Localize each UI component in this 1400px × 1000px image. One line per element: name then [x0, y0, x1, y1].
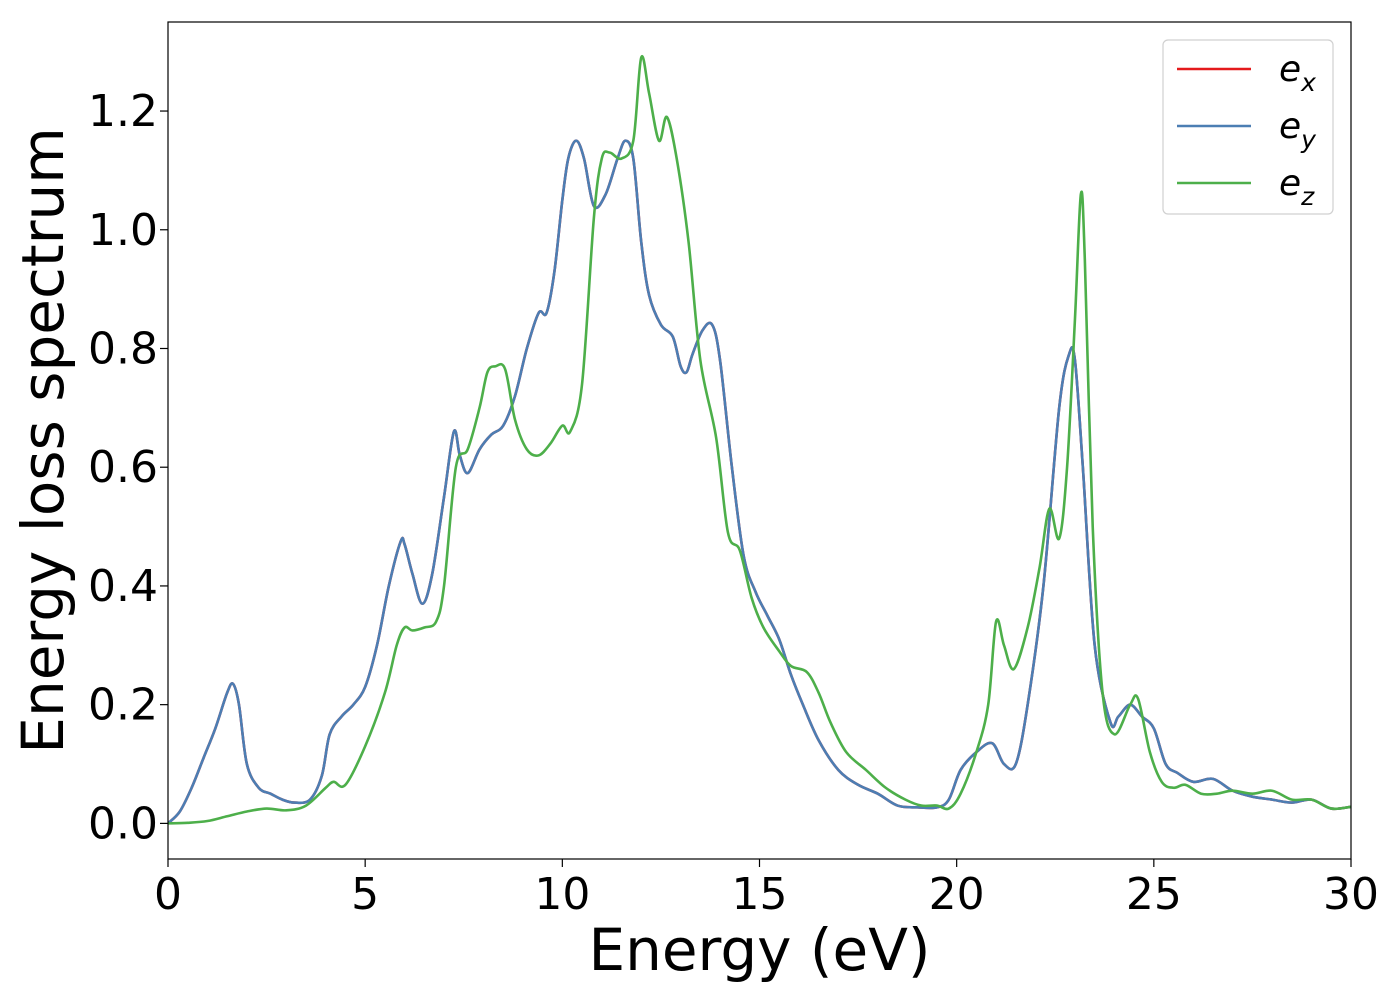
- y-tick-label: 0.2: [88, 680, 158, 731]
- x-axis-title: Energy (eV): [588, 916, 930, 984]
- x-axis: 0 5 10 15 20 25 30: [154, 859, 1379, 920]
- y-tick-label: 0.8: [88, 323, 158, 374]
- y-axis-title: Energy loss spectrum: [9, 127, 77, 753]
- series-line-ey: [168, 139, 1351, 825]
- x-tick-label: 20: [929, 869, 985, 920]
- x-tick-label: 5: [351, 869, 379, 920]
- y-axis: 0.0 0.2 0.4 0.6 0.8 1.0 1.2: [88, 86, 168, 849]
- series-layer: [168, 55, 1351, 825]
- x-tick-label: 10: [534, 869, 590, 920]
- y-tick-label: 0.4: [88, 561, 158, 612]
- y-tick-label: 1.0: [88, 205, 158, 256]
- series-line-ez: [168, 55, 1351, 825]
- y-tick-label: 0.0: [88, 798, 158, 849]
- y-tick-label: 1.2: [88, 86, 158, 137]
- y-tick-label: 0.6: [88, 442, 158, 493]
- x-tick-label: 15: [732, 869, 788, 920]
- x-tick-label: 30: [1323, 869, 1379, 920]
- x-tick-label: 25: [1126, 869, 1182, 920]
- x-tick-label: 0: [154, 869, 182, 920]
